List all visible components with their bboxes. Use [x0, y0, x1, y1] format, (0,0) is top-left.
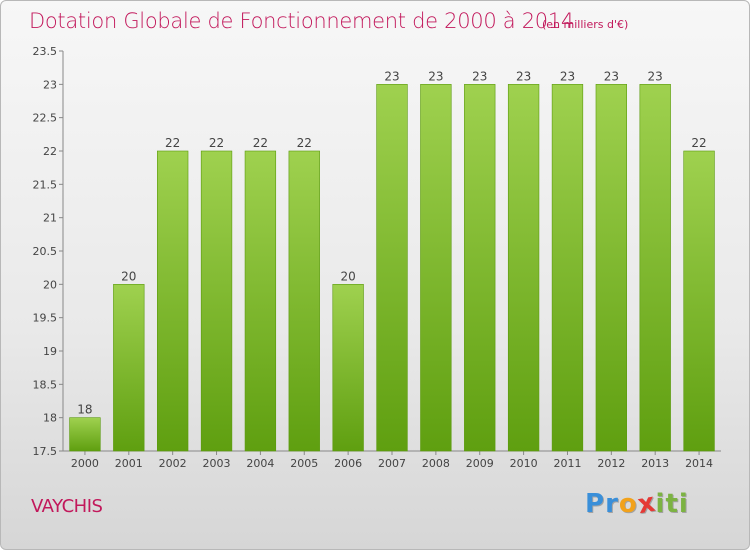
y-tick-label: 19.5: [33, 312, 58, 325]
x-tick-label: 2001: [115, 457, 143, 470]
bar-2003: [200, 150, 233, 452]
x-tick-label: 2006: [334, 457, 362, 470]
data-label-2013: 23: [648, 69, 663, 83]
x-tick-label: 2007: [378, 457, 406, 470]
data-label-2008: 23: [428, 69, 443, 83]
data-label-2007: 23: [384, 69, 399, 83]
data-label-2003: 22: [209, 136, 224, 150]
logo-letter: t: [665, 489, 679, 519]
logo-letter: P: [585, 489, 606, 519]
bar-2006: [332, 284, 364, 452]
y-tick-label: 20: [43, 278, 57, 291]
x-tick-label: 2003: [203, 457, 231, 470]
bar-2002: [157, 150, 189, 452]
x-tick-label: 2012: [597, 457, 625, 470]
bar-2011: [551, 84, 584, 452]
data-label-2011: 23: [560, 69, 575, 83]
data-label-2000: 18: [77, 403, 92, 417]
logo-letter: i: [655, 489, 666, 519]
x-tick-label: 2000: [71, 457, 99, 470]
data-label-2012: 23: [604, 69, 619, 83]
logo-letter: r: [605, 489, 619, 519]
x-tick-label: 2010: [510, 457, 538, 470]
x-tick-label: 2014: [685, 457, 713, 470]
bar-2008: [420, 84, 452, 452]
bar-2007: [376, 84, 408, 452]
y-tick-label: 22.5: [33, 112, 58, 125]
data-label-2010: 23: [516, 69, 531, 83]
x-tick-label: 2011: [553, 457, 581, 470]
x-tick-label: 2005: [290, 457, 318, 470]
bar-2001: [113, 284, 145, 452]
y-tick-label: 18.5: [33, 378, 58, 391]
y-tick-label: 23: [43, 78, 57, 91]
data-label-2005: 22: [297, 136, 312, 150]
y-tick-label: 20.5: [33, 245, 58, 258]
logo-letter: i: [678, 489, 689, 519]
x-tick-label: 2009: [466, 457, 494, 470]
y-tick-label: 19: [43, 345, 57, 358]
data-label-2014: 22: [691, 136, 706, 150]
y-tick-label: 17.5: [33, 445, 58, 458]
bar-2013: [639, 84, 671, 452]
y-tick-label: 21: [43, 212, 57, 225]
y-tick-label: 23.5: [33, 45, 58, 58]
commune-name: VAYCHIS: [31, 496, 103, 517]
bar-2012: [595, 84, 627, 452]
y-tick-label: 18: [43, 412, 57, 425]
proxiti-logo[interactable]: Proxiti: [585, 488, 689, 521]
y-tick-label: 21.5: [33, 178, 58, 191]
logo-letter: o: [618, 489, 638, 519]
data-label-2001: 20: [121, 269, 136, 283]
data-label-2009: 23: [472, 69, 487, 83]
bar-2009: [464, 84, 496, 452]
bar-2000: [69, 417, 101, 452]
data-label-2002: 22: [165, 136, 180, 150]
bar-2005: [288, 150, 320, 452]
bar-2010: [507, 84, 540, 452]
x-tick-label: 2004: [246, 457, 274, 470]
bar-2014: [683, 150, 715, 452]
data-label-2004: 22: [253, 136, 268, 150]
chart-subtitle: (en milliers d'€): [542, 18, 629, 31]
chart-title: Dotation Globale de Fonctionnement de 20…: [29, 9, 574, 33]
data-label-2006: 20: [340, 269, 355, 283]
y-tick-label: 22: [43, 145, 57, 158]
x-tick-label: 2002: [159, 457, 187, 470]
x-tick-label: 2013: [641, 457, 669, 470]
x-tick-label: 2008: [422, 457, 450, 470]
bar-2004: [244, 150, 277, 452]
